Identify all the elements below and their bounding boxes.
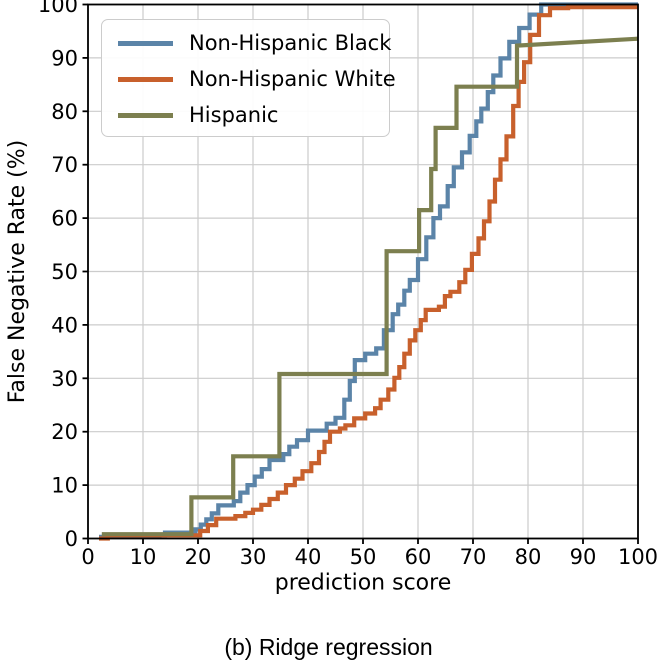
legend-item: Non-Hispanic Black <box>112 25 391 61</box>
x-tick-label: 40 <box>295 545 322 569</box>
y-tick-label: 50 <box>51 260 78 284</box>
x-tick-label: 30 <box>240 545 267 569</box>
y-axis-label: False Negative Rate (%) <box>5 140 30 403</box>
figure-caption: (b) Ridge regression <box>224 634 433 660</box>
x-tick-label: 80 <box>515 545 542 569</box>
legend-item: Non-Hispanic White <box>112 61 396 97</box>
x-tick-label: 0 <box>81 545 94 569</box>
x-tick-label: 10 <box>130 545 157 569</box>
series-line-hispanic <box>101 36 639 537</box>
x-tick-label: 70 <box>460 545 487 569</box>
x-axis-label: prediction score <box>275 571 451 596</box>
y-tick-label: 80 <box>51 100 78 124</box>
legend-item: Hispanic <box>112 97 383 133</box>
series-line-non-hispanic-black <box>99 2 638 539</box>
series-line-non-hispanic-white <box>99 5 638 541</box>
y-tick-label: 10 <box>51 474 78 498</box>
legend: Non-Hispanic Black Non-Hispanic White Hisp… <box>101 19 396 137</box>
y-tick-label: 100 <box>38 0 78 17</box>
y-tick-label: 20 <box>51 420 78 444</box>
legend-label: Non-Hispanic White <box>189 66 396 91</box>
x-tick-label: 90 <box>570 545 597 569</box>
y-tick-label: 60 <box>51 207 78 231</box>
x-tick-label: 60 <box>405 545 432 569</box>
legend-swatch-icon <box>118 76 173 82</box>
y-tick-label: 70 <box>51 153 78 177</box>
legend-swatch-icon <box>118 112 173 118</box>
x-tick-label: 50 <box>350 545 377 569</box>
legend-label: Non-Hispanic Black <box>189 30 392 55</box>
y-tick-label: 0 <box>65 527 78 551</box>
y-tick-label: 90 <box>51 46 78 70</box>
legend-label: Hispanic <box>189 102 279 127</box>
y-tick-label: 30 <box>51 367 78 391</box>
y-tick-label: 40 <box>51 313 78 337</box>
x-tick-label: 100 <box>618 545 657 569</box>
legend-swatch-icon <box>118 40 173 46</box>
x-tick-label: 20 <box>185 545 212 569</box>
